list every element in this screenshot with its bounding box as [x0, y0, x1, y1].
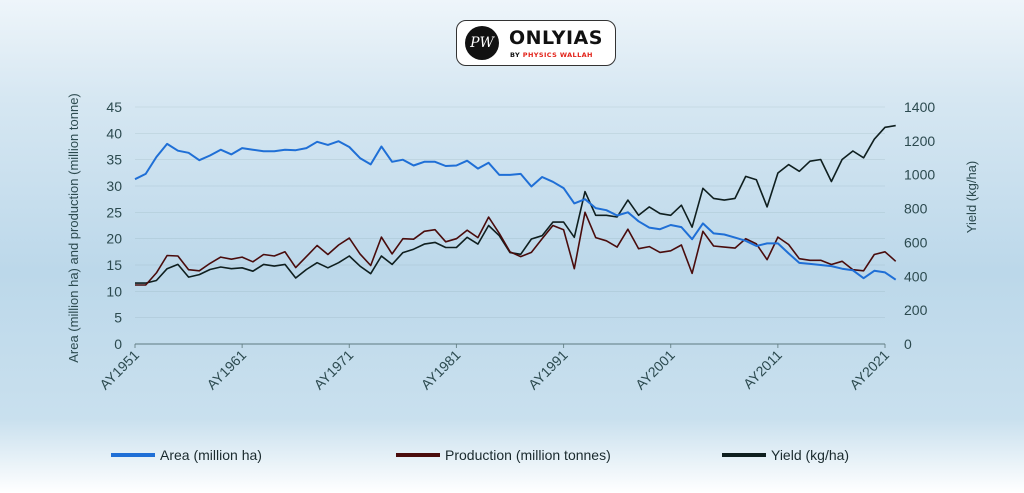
series-line-area: [134, 140, 897, 281]
gridlines: [135, 106, 885, 345]
left-tick-label: 5: [114, 310, 122, 326]
left-tick-label: 40: [106, 125, 122, 141]
logo-title: ONLYIAS: [509, 27, 603, 49]
series-line-production: [135, 211, 897, 286]
logo-subtitle: BY PHYSICS WALLAH: [510, 51, 593, 59]
left-tick-label: 0: [114, 336, 122, 352]
left-tick-label: 25: [106, 204, 122, 220]
x-tick-label: AY1971: [311, 347, 357, 393]
right-tick-label: 200: [904, 302, 928, 318]
x-tick-label: AY1991: [525, 347, 571, 393]
right-tick-label: 600: [904, 234, 928, 250]
left-axis-ticks: 0 5 10 15 20 25 30 35 40 45: [106, 99, 122, 352]
x-tick-label: AY1961: [203, 347, 249, 393]
left-tick-label: 20: [106, 231, 122, 247]
series-lines: [134, 124, 897, 286]
left-axis-label: Area (million ha) and production (millio…: [66, 93, 81, 363]
x-tick-label: AY1951: [96, 347, 142, 393]
x-axis-ticks: AY1951 AY1961 AY1971 AY1981 AY1991 AY2001 AY20…: [96, 344, 892, 393]
right-tick-label: 1400: [904, 99, 935, 115]
legend-production-label: Production (million tonnes): [445, 447, 611, 463]
left-tick-label: 15: [106, 257, 122, 273]
x-tick-label: AY1981: [418, 347, 464, 393]
legend-yield-label: Yield (kg/ha): [771, 447, 849, 463]
right-tick-label: 800: [904, 201, 928, 217]
left-tick-label: 10: [106, 283, 122, 299]
right-axis-label: Yield (kg/ha): [964, 161, 979, 234]
right-tick-label: 400: [904, 268, 928, 284]
legend-area-label: Area (million ha): [160, 447, 262, 463]
right-axis-ticks: 0 200 400 600 800 1000 1200 1400: [904, 99, 935, 352]
left-tick-label: 45: [106, 99, 122, 115]
left-tick-label: 30: [106, 178, 122, 194]
legend: Area (million ha) Production (million to…: [111, 447, 849, 463]
x-tick-label: AY2011: [740, 347, 785, 392]
right-tick-label: 0: [904, 336, 912, 352]
pw-logo-icon: PW: [465, 26, 499, 60]
x-tick-label: AY2001: [632, 347, 678, 393]
brand-logo: PW ONLYIAS BY PHYSICS WALLAH: [456, 20, 616, 66]
left-tick-label: 35: [106, 152, 122, 168]
right-tick-label: 1000: [904, 167, 935, 183]
right-tick-label: 1200: [904, 133, 935, 149]
x-tick-label: AY2021: [846, 347, 892, 393]
